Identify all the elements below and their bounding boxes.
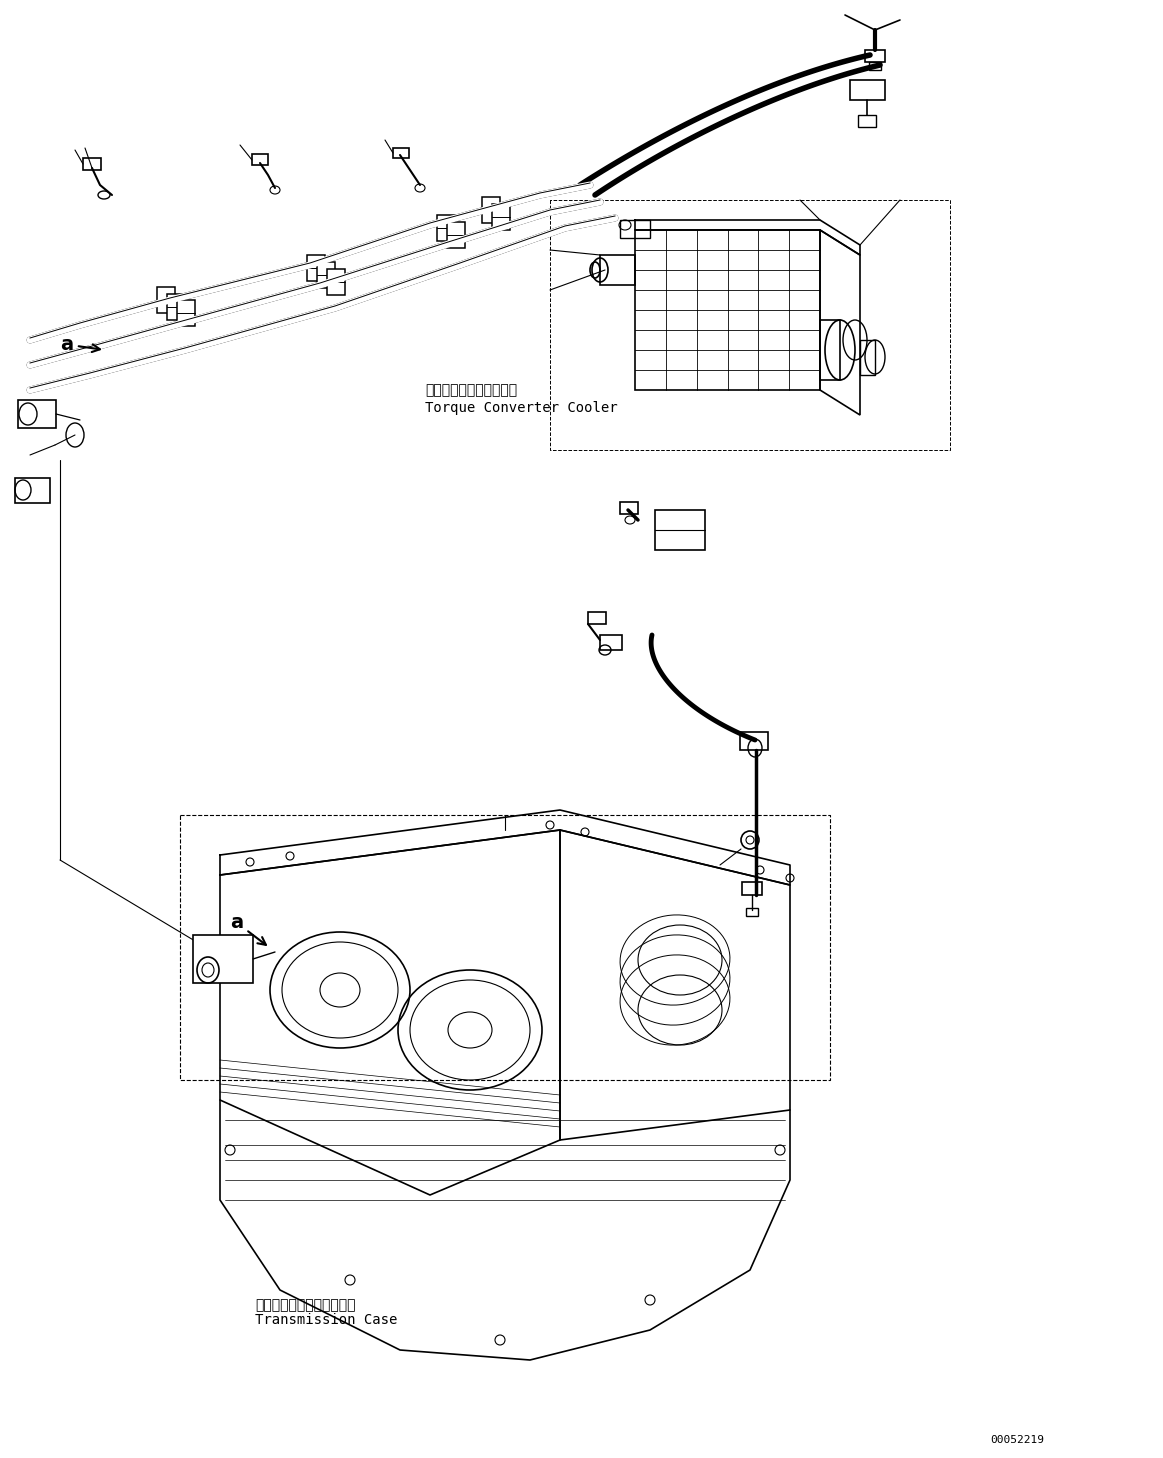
Bar bbox=[850, 80, 885, 101]
Bar bbox=[193, 935, 254, 983]
Bar bbox=[307, 255, 324, 281]
Bar bbox=[655, 510, 705, 550]
Bar bbox=[83, 157, 101, 171]
Bar bbox=[588, 612, 606, 624]
Bar bbox=[15, 478, 50, 503]
Text: a: a bbox=[60, 335, 100, 354]
Bar bbox=[859, 340, 875, 375]
Bar bbox=[437, 214, 455, 241]
Bar bbox=[481, 197, 500, 223]
Bar bbox=[865, 50, 885, 63]
Bar bbox=[620, 502, 638, 515]
Text: トルクコンバータクーラ: トルクコンバータクーラ bbox=[424, 383, 518, 397]
Text: Torque Converter Cooler: Torque Converter Cooler bbox=[424, 401, 618, 416]
Text: 00052219: 00052219 bbox=[990, 1435, 1044, 1445]
Bar bbox=[157, 287, 174, 313]
Text: a: a bbox=[230, 913, 266, 945]
Bar bbox=[327, 268, 345, 295]
Bar bbox=[858, 115, 876, 127]
Bar bbox=[745, 908, 758, 916]
Bar bbox=[742, 882, 762, 895]
Bar bbox=[600, 255, 635, 284]
Bar bbox=[167, 295, 185, 319]
Text: トランスミッションケース: トランスミッションケース bbox=[255, 1298, 356, 1312]
Bar bbox=[17, 399, 56, 429]
Text: Transmission Case: Transmission Case bbox=[255, 1314, 398, 1327]
Bar bbox=[317, 262, 335, 289]
Bar bbox=[740, 732, 768, 749]
Bar bbox=[393, 149, 409, 157]
Bar bbox=[177, 300, 195, 327]
Bar bbox=[869, 63, 882, 70]
Bar bbox=[492, 204, 511, 230]
Bar bbox=[252, 155, 267, 165]
Bar bbox=[620, 220, 650, 238]
Bar bbox=[600, 636, 622, 650]
Bar bbox=[820, 319, 840, 381]
Bar bbox=[447, 222, 465, 248]
